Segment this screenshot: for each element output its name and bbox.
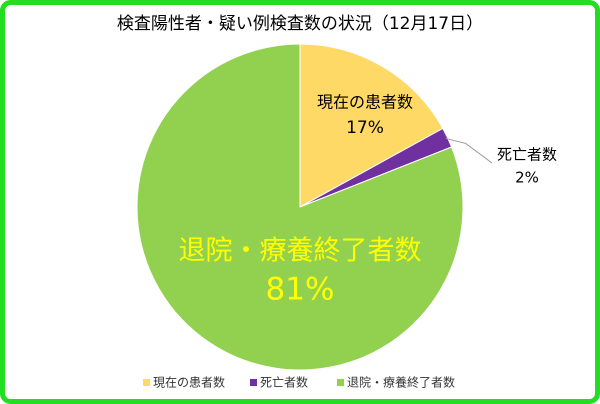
value-label: 17%: [346, 118, 384, 138]
legend-swatch: [337, 379, 344, 386]
pie-slice: [299, 43, 444, 208]
slice-label: 退院・療養終了者数: [179, 236, 422, 267]
legend-label: 死亡者数: [260, 375, 308, 390]
legend-label: 現在の患者数: [153, 375, 225, 390]
leader-line: [445, 137, 493, 164]
pie-slice: [136, 43, 464, 371]
legend-label: 退院・療養終了者数: [347, 375, 455, 390]
value-label: 2%: [515, 169, 539, 187]
legend-swatch: [143, 379, 150, 386]
chart-title: 検査陽性者・疑い例検査数の状況（12月17日）: [117, 14, 483, 34]
slice-label: 死亡者数: [497, 146, 557, 164]
slice-label: 現在の患者数: [317, 93, 413, 112]
legend-swatch: [250, 379, 257, 386]
value-label: 81%: [266, 272, 335, 308]
